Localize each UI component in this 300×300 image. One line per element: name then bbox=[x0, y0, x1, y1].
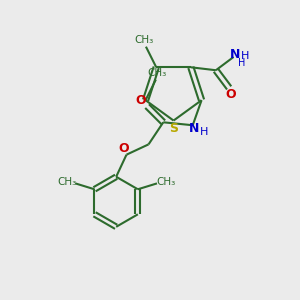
Text: CH₃: CH₃ bbox=[148, 68, 167, 78]
Text: O: O bbox=[118, 142, 129, 155]
Text: H: H bbox=[200, 127, 208, 137]
Text: CH₃: CH₃ bbox=[135, 35, 154, 45]
Text: S: S bbox=[169, 122, 178, 135]
Text: O: O bbox=[225, 88, 236, 101]
Text: O: O bbox=[135, 94, 146, 107]
Text: H: H bbox=[238, 58, 245, 68]
Text: CH₃: CH₃ bbox=[156, 177, 176, 187]
Text: CH₃: CH₃ bbox=[57, 177, 76, 187]
Text: N: N bbox=[189, 122, 200, 135]
Text: N: N bbox=[230, 48, 240, 61]
Text: H: H bbox=[241, 51, 249, 61]
